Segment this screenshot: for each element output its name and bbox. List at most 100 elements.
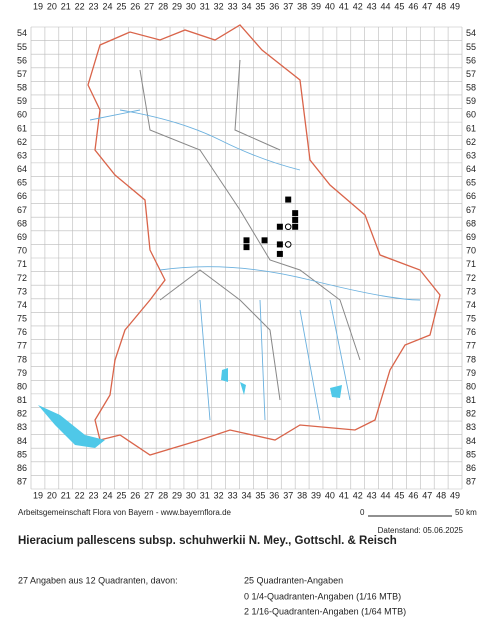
column-label: 31 bbox=[200, 490, 210, 500]
row-label: 73 bbox=[17, 286, 27, 296]
title: Hieracium pallescens subsp. schuhwerkii … bbox=[18, 535, 397, 547]
row-label: 55 bbox=[466, 42, 476, 52]
row-label: 58 bbox=[466, 83, 476, 93]
column-label: 35 bbox=[255, 490, 265, 500]
column-label: 32 bbox=[214, 1, 224, 11]
column-label: 22 bbox=[75, 490, 85, 500]
row-label: 62 bbox=[17, 137, 27, 147]
row-label: 56 bbox=[17, 55, 27, 65]
column-label: 42 bbox=[353, 1, 363, 11]
row-label: 61 bbox=[17, 123, 27, 133]
row-label: 66 bbox=[17, 191, 27, 201]
row-label: 78 bbox=[17, 354, 27, 364]
row-label: 76 bbox=[466, 327, 476, 337]
row-label: 78 bbox=[466, 354, 476, 364]
row-label: 72 bbox=[466, 273, 476, 283]
column-label: 27 bbox=[144, 490, 154, 500]
column-label: 32 bbox=[214, 490, 224, 500]
column-label: 23 bbox=[89, 1, 99, 11]
column-label: 49 bbox=[450, 490, 460, 500]
column-label: 36 bbox=[269, 1, 279, 11]
row-label: 57 bbox=[466, 69, 476, 79]
row-label: 79 bbox=[17, 368, 27, 378]
row-label: 67 bbox=[466, 205, 476, 215]
record-circle bbox=[284, 241, 292, 248]
column-label: 39 bbox=[311, 490, 321, 500]
column-label: 26 bbox=[130, 490, 140, 500]
row-label: 87 bbox=[17, 477, 27, 487]
column-label: 24 bbox=[102, 490, 112, 500]
row-label: 64 bbox=[17, 164, 27, 174]
row-label: 68 bbox=[17, 218, 27, 228]
stat-line: 2 1/16-Quadranten-Angaben (1/64 MTB) bbox=[244, 606, 406, 616]
column-label: 28 bbox=[158, 1, 168, 11]
row-label: 58 bbox=[17, 83, 27, 93]
row-label: 83 bbox=[17, 422, 27, 432]
row-label: 85 bbox=[17, 449, 27, 459]
column-label: 19 bbox=[33, 490, 43, 500]
row-label: 70 bbox=[466, 246, 476, 256]
column-label: 36 bbox=[269, 490, 279, 500]
column-label: 26 bbox=[130, 1, 140, 11]
row-label: 73 bbox=[466, 286, 476, 296]
record-square bbox=[292, 216, 299, 223]
row-label: 68 bbox=[466, 218, 476, 228]
column-label: 38 bbox=[297, 1, 307, 11]
row-label: 83 bbox=[466, 422, 476, 432]
column-label: 19 bbox=[33, 1, 43, 11]
column-label: 29 bbox=[172, 490, 182, 500]
column-label: 27 bbox=[144, 1, 154, 11]
row-label: 66 bbox=[466, 191, 476, 201]
column-label: 40 bbox=[325, 1, 335, 11]
column-label: 38 bbox=[297, 490, 307, 500]
summary: 27 Angaben aus 12 Quadranten, davon: bbox=[18, 575, 178, 585]
row-label: 85 bbox=[466, 449, 476, 459]
row-label: 69 bbox=[17, 232, 27, 242]
row-label: 72 bbox=[17, 273, 27, 283]
column-label: 43 bbox=[367, 1, 377, 11]
record-square bbox=[276, 223, 283, 230]
row-label: 59 bbox=[17, 96, 27, 106]
row-label: 65 bbox=[17, 178, 27, 188]
column-label: 46 bbox=[408, 490, 418, 500]
column-label: 30 bbox=[186, 1, 196, 11]
column-label: 49 bbox=[450, 1, 460, 11]
row-label: 70 bbox=[17, 246, 27, 256]
row-label: 71 bbox=[466, 259, 476, 269]
row-label: 54 bbox=[466, 28, 476, 38]
row-label: 54 bbox=[17, 28, 27, 38]
row-label: 61 bbox=[466, 123, 476, 133]
column-label: 42 bbox=[353, 490, 363, 500]
lake bbox=[38, 405, 105, 448]
column-label: 47 bbox=[422, 1, 432, 11]
row-label: 63 bbox=[466, 150, 476, 160]
row-label: 63 bbox=[17, 150, 27, 160]
row-label: 56 bbox=[466, 55, 476, 65]
row-label: 84 bbox=[17, 436, 27, 446]
column-label: 45 bbox=[394, 1, 404, 11]
row-label: 81 bbox=[466, 395, 476, 405]
column-label: 39 bbox=[311, 1, 321, 11]
column-label: 33 bbox=[228, 490, 238, 500]
column-label: 41 bbox=[339, 490, 349, 500]
row-label: 64 bbox=[466, 164, 476, 174]
record-square bbox=[292, 223, 299, 230]
column-label: 31 bbox=[200, 1, 210, 11]
stat-line: 0 1/4-Quadranten-Angaben (1/16 MTB) bbox=[244, 591, 401, 601]
column-label: 45 bbox=[394, 490, 404, 500]
record-square bbox=[285, 196, 292, 203]
row-label: 71 bbox=[17, 259, 27, 269]
column-label: 21 bbox=[61, 490, 71, 500]
stat-line: 25 Quadranten-Angaben bbox=[244, 575, 343, 585]
column-label: 37 bbox=[283, 490, 293, 500]
date: Datenstand: 05.06.2025 bbox=[378, 526, 464, 535]
row-label: 86 bbox=[17, 463, 27, 473]
column-label: 21 bbox=[61, 1, 71, 11]
scale-start: 0 bbox=[360, 508, 365, 517]
column-label: 37 bbox=[283, 1, 293, 11]
row-label: 69 bbox=[466, 232, 476, 242]
row-label: 57 bbox=[17, 69, 27, 79]
column-label: 25 bbox=[116, 490, 126, 500]
column-label: 28 bbox=[158, 490, 168, 500]
